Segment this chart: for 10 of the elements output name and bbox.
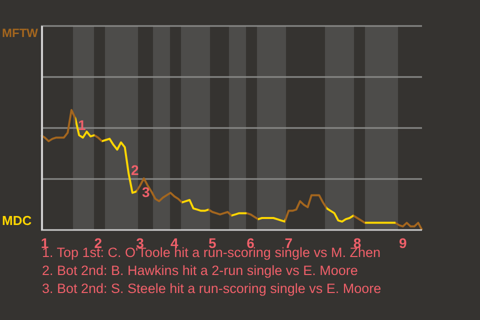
annotation: 1	[78, 117, 86, 133]
x-tick-label: 9	[399, 234, 408, 251]
text: 2. Bot 2nd: B. Hawkins hit a 2-run single vs E. Moore	[42, 262, 359, 280]
annotation: 2	[131, 162, 139, 178]
x-tick-label: 5	[208, 234, 217, 251]
x-tick-label: 7	[284, 234, 293, 251]
text: MDC	[2, 213, 32, 228]
text: MFTW	[2, 26, 38, 40]
text: 3. Bot 2nd: S. Steele hit a run-scoring single vs E. Moore	[42, 280, 382, 298]
annotation: 3	[142, 184, 150, 200]
